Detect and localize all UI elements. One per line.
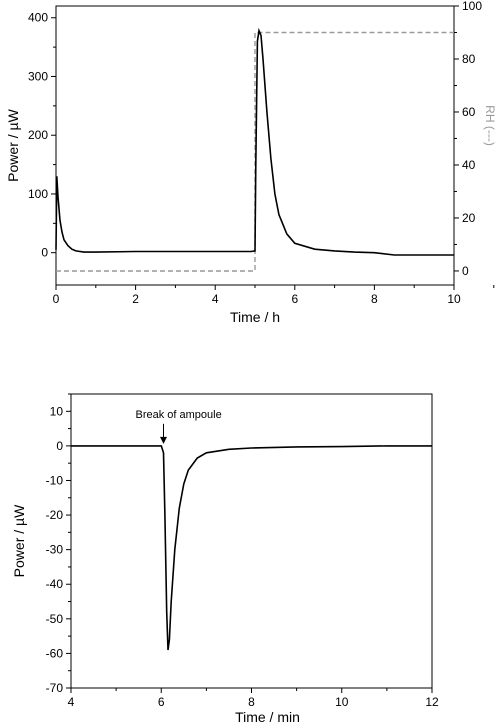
y2-tick-label: 0 — [462, 264, 469, 278]
x-tick-label: 8 — [248, 695, 255, 709]
y2-tick-label: 20 — [462, 211, 476, 225]
y-tick-label: 200 — [28, 128, 48, 142]
x-tick-label: 12 — [425, 695, 439, 709]
y-tick-label: 300 — [28, 69, 48, 83]
x-tick-label: 4 — [68, 695, 75, 709]
y-tick-label: -70 — [46, 681, 64, 695]
y-tick-label: -60 — [46, 646, 64, 660]
power-series-line — [71, 445, 432, 651]
plot-frame — [70, 393, 433, 689]
rh-series-line — [56, 31, 454, 272]
y-tick-label: 10 — [50, 404, 64, 418]
power-series-line — [55, 27, 454, 256]
annotation-label: Break of ampoule — [136, 409, 222, 421]
y-tick-label: 100 — [28, 187, 48, 201]
y-tick-label: 400 — [28, 11, 48, 25]
lower-chart: 4 6 8 10 12 10 0 -10 -20 -30 -40 -50 -60 -70 Time / mi… — [11, 393, 439, 725]
y-tick-label: -50 — [46, 612, 64, 626]
y-tick-label: -40 — [46, 577, 64, 591]
x-tick-label: 6 — [158, 695, 165, 709]
y-tick-label: -20 — [46, 508, 64, 522]
x-tick-label: 10 — [335, 695, 349, 709]
y2-axis-label: RH (---) — [483, 105, 495, 146]
y2-tick-label: 100 — [462, 0, 482, 13]
y2-tick-label: 60 — [462, 105, 476, 119]
y-axis-label: Power / µW — [11, 504, 27, 577]
x-tick-label: 8 — [371, 292, 378, 306]
y2-tick-label: 40 — [462, 158, 476, 172]
y-tick-label: -10 — [46, 473, 64, 487]
x-axis-label: Time / h — [230, 309, 280, 325]
y-tick-label: -30 — [46, 543, 64, 557]
x-axis-label: Time / min — [235, 709, 300, 725]
x-tick-label: 6 — [291, 292, 298, 306]
annotation-arrow-head — [160, 436, 168, 444]
x-tick-label: 4 — [212, 292, 219, 306]
y-axis-label: Power / µW — [5, 108, 21, 181]
y-tick-label: 0 — [56, 439, 63, 453]
y2-tick-label: 80 — [462, 52, 476, 66]
y-tick-label: 0 — [41, 246, 48, 260]
x-tick-label: 10 — [447, 292, 461, 306]
x-tick-label: 2 — [132, 292, 139, 306]
x-tick-label: 0 — [53, 292, 60, 306]
